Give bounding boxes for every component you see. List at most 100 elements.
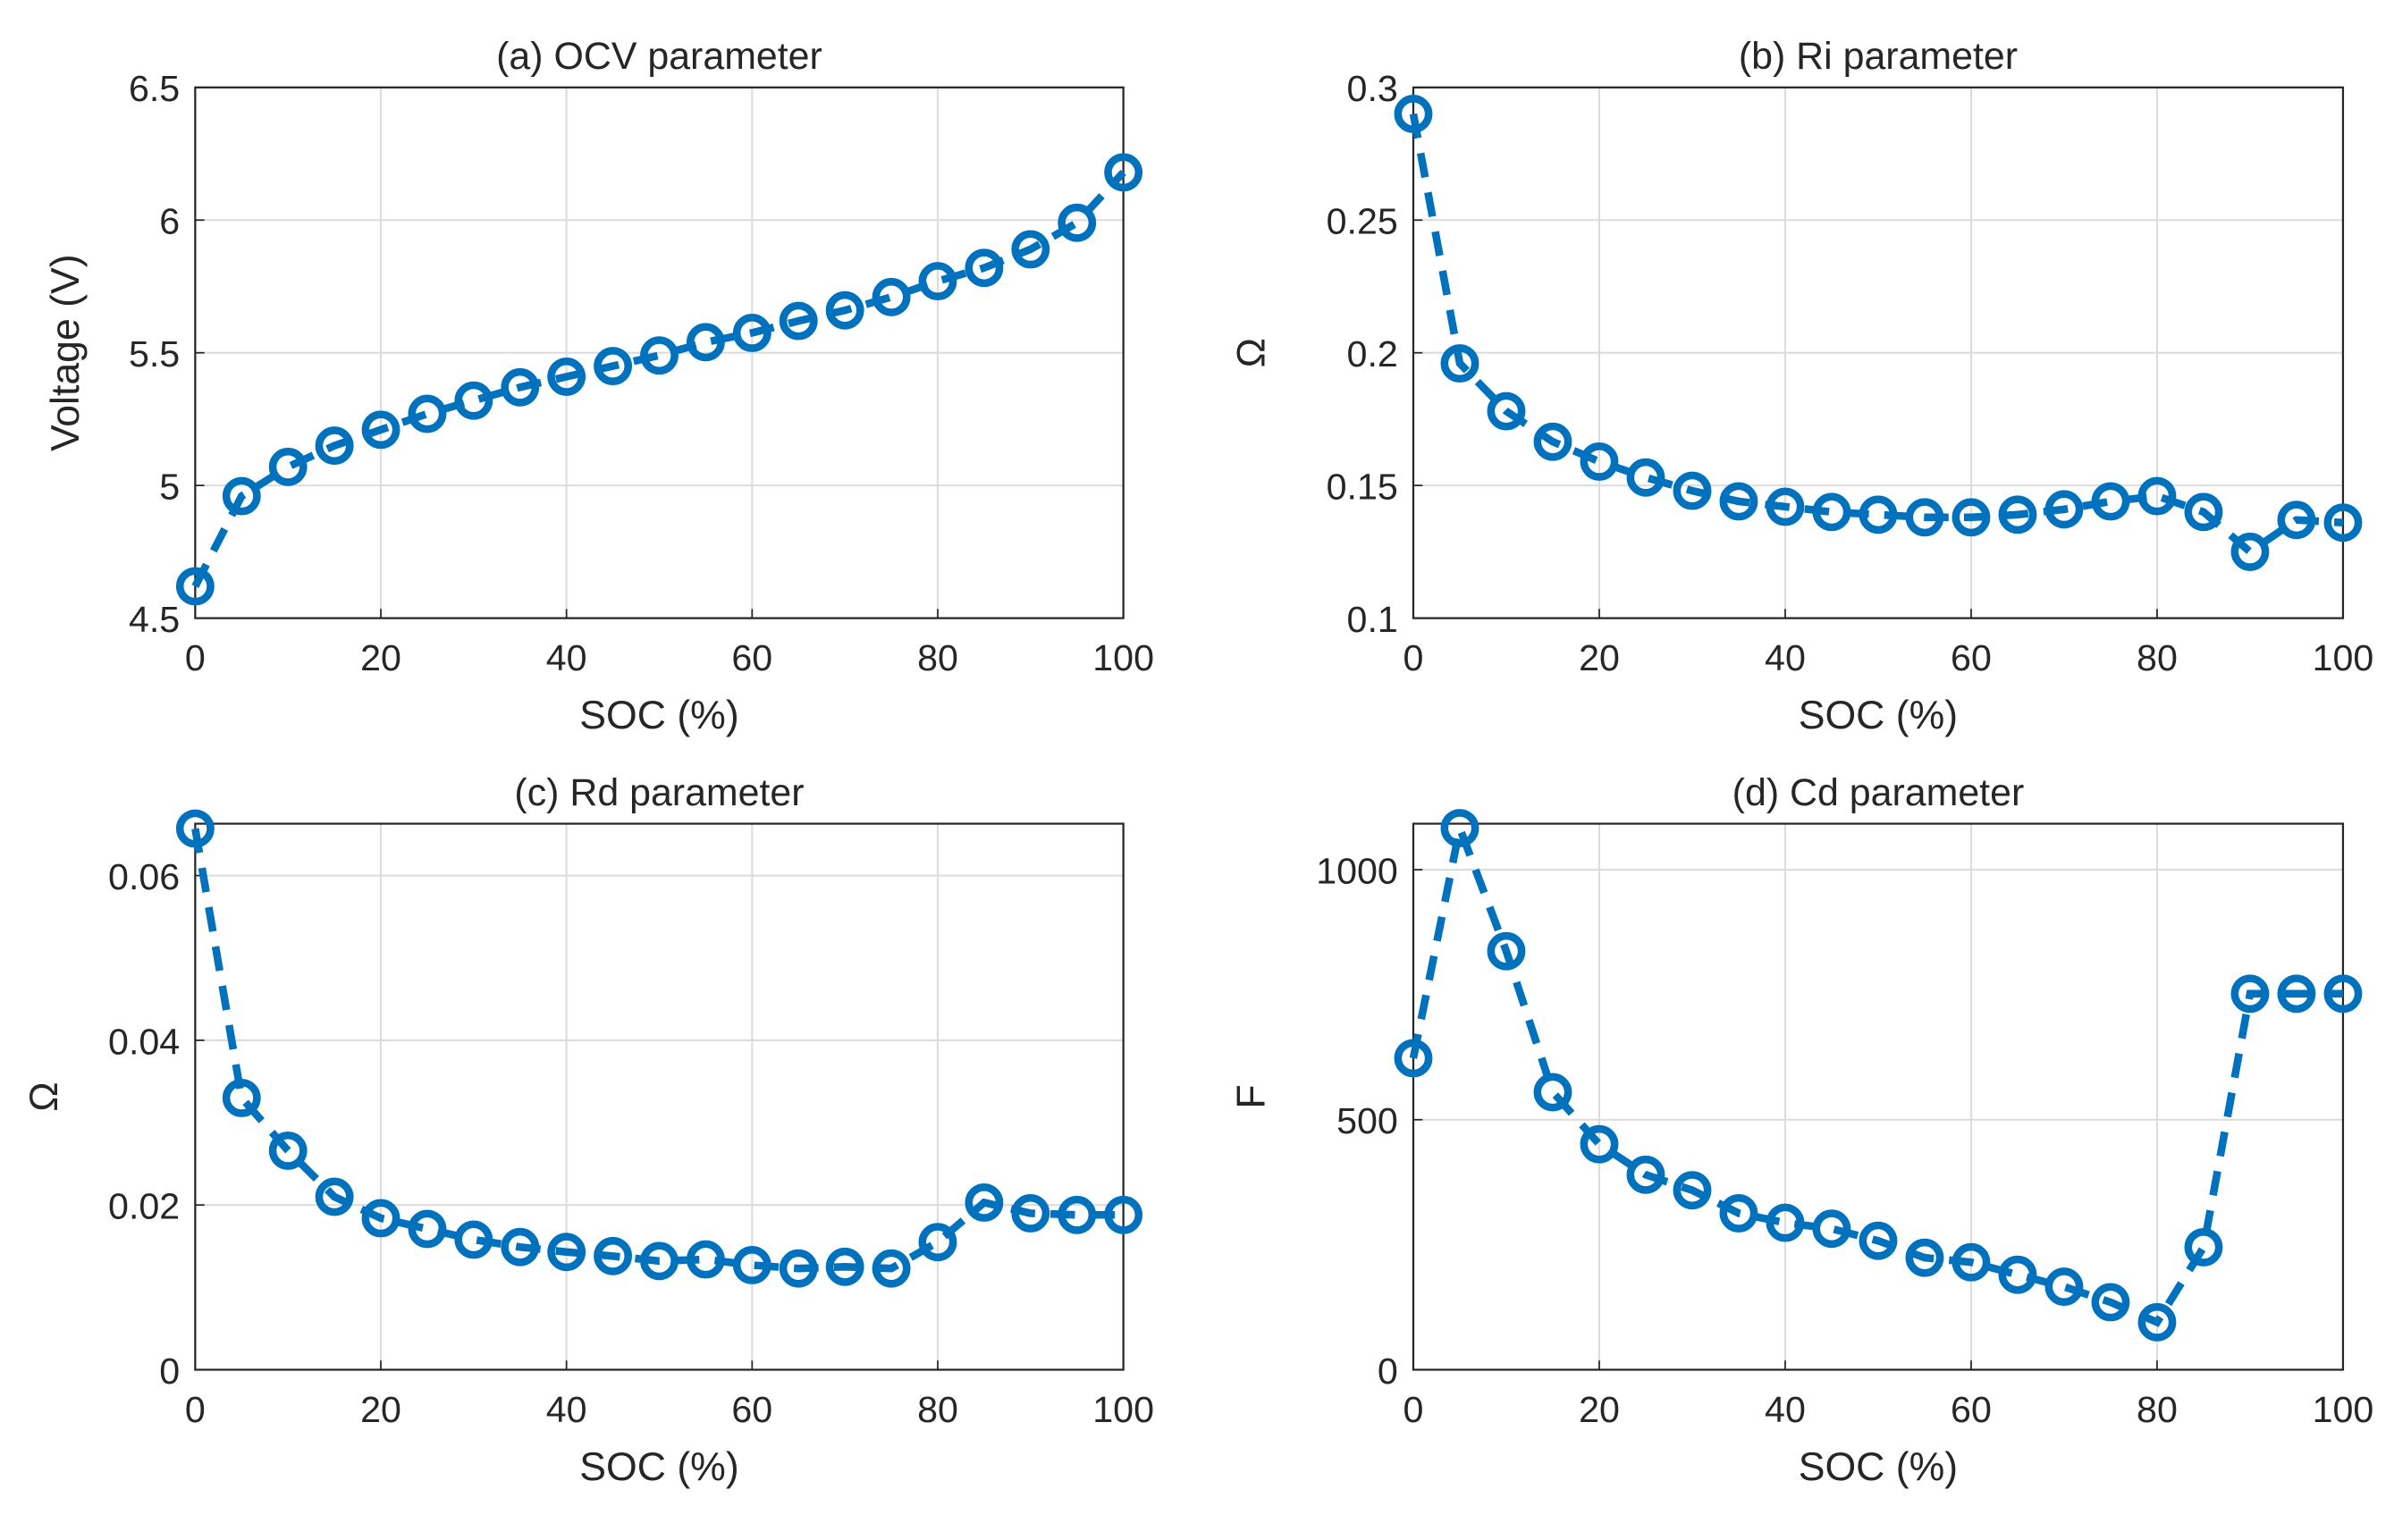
x-tick-label: 40 xyxy=(546,637,587,678)
data-point xyxy=(175,567,215,606)
chart-title: (b) Ri parameter xyxy=(1739,35,2018,78)
data-point xyxy=(2044,490,2084,529)
x-tick-label: 100 xyxy=(1092,637,1154,678)
data-point xyxy=(315,1177,354,1216)
data-point xyxy=(2277,974,2316,1014)
y-tick-label: 0.02 xyxy=(108,1186,180,1227)
x-axis-label: SOC (%) xyxy=(1799,1445,1958,1489)
data-point xyxy=(1812,492,1851,532)
data-point xyxy=(1533,1073,1572,1112)
x-tick-label: 0 xyxy=(1404,637,1424,678)
data-point xyxy=(454,1220,493,1259)
data-point xyxy=(1487,931,1526,971)
y-tick-label: 0.2 xyxy=(1347,333,1398,374)
data-point xyxy=(965,1182,1004,1222)
data-point xyxy=(315,426,354,466)
x-tick-label: 0 xyxy=(185,1389,206,1430)
x-tick-label: 60 xyxy=(1951,637,1992,678)
x-axis-label: SOC (%) xyxy=(579,694,738,737)
data-point xyxy=(1394,1039,1433,1078)
y-tick-label: 0.06 xyxy=(108,856,180,897)
data-point xyxy=(1859,495,1898,534)
chart-title: (d) Cd parameter xyxy=(1732,771,2025,814)
data-point xyxy=(1533,422,1572,461)
y-tick-label: 0.25 xyxy=(1327,201,1398,242)
data-point xyxy=(1058,1195,1097,1234)
data-point xyxy=(2137,1302,2177,1342)
data-point xyxy=(2091,1283,2130,1322)
data-point xyxy=(1104,1195,1143,1234)
data-point xyxy=(1673,1171,1712,1210)
data-point xyxy=(1998,1255,2037,1294)
axes-box xyxy=(1412,86,2345,619)
data-point xyxy=(825,290,864,330)
axes-box xyxy=(194,822,1125,1371)
data-point xyxy=(918,262,957,301)
data-point xyxy=(1859,1221,1898,1260)
data-point xyxy=(1011,230,1050,269)
x-tick-label: 80 xyxy=(2137,1389,2178,1430)
data-point xyxy=(1951,498,1991,537)
x-tick-label: 20 xyxy=(360,1389,401,1430)
data-point xyxy=(1766,1203,1805,1242)
y-tick-label: 0 xyxy=(1378,1351,1398,1392)
chart-title: (a) OCV parameter xyxy=(496,35,822,78)
data-point xyxy=(175,809,215,848)
data-point xyxy=(594,1236,633,1275)
subplot-b: 0 20 40 60 80 100 0.1 0.15 0.2 0.25 0.3 (b) Ri para… xyxy=(1230,35,2374,737)
data-point xyxy=(825,1247,864,1286)
y-tick-label: 0.3 xyxy=(1347,68,1398,109)
data-point xyxy=(222,476,261,516)
data-point xyxy=(640,1241,679,1281)
x-tick-label: 40 xyxy=(1765,1389,1806,1430)
subplot-c: 0 20 40 60 80 100 0 0.02 0.04 0.06 (c) Rd paramete… xyxy=(22,771,1154,1489)
x-tick-label: 100 xyxy=(1092,1389,1154,1430)
data-point xyxy=(2323,503,2363,543)
data-point xyxy=(1626,1155,1665,1194)
x-tick-label: 80 xyxy=(917,1389,958,1430)
y-tick-label: 0.15 xyxy=(1327,467,1398,508)
axes-box xyxy=(194,86,1125,619)
data-point xyxy=(2230,974,2270,1014)
y-tick-label: 0.1 xyxy=(1347,599,1398,640)
data-point xyxy=(2091,482,2130,521)
x-tick-label: 60 xyxy=(731,1389,772,1430)
data-point xyxy=(1440,344,1479,383)
data-point xyxy=(1951,1242,1991,1282)
data-point xyxy=(408,1209,447,1249)
data-point xyxy=(965,248,1004,288)
x-tick-label: 80 xyxy=(2137,637,2178,678)
y-tick-label: 5 xyxy=(159,467,180,508)
y-tick-label: 5.5 xyxy=(129,333,180,374)
x-tick-label: 40 xyxy=(546,1389,587,1430)
data-point xyxy=(361,1199,400,1238)
y-tick-label: 6.5 xyxy=(129,68,180,109)
data-point xyxy=(2044,1267,2084,1307)
data-point xyxy=(918,1223,957,1262)
data-point xyxy=(268,1131,308,1170)
data-point xyxy=(1905,1238,1944,1277)
data-point xyxy=(1011,1193,1050,1233)
x-tick-label: 60 xyxy=(1951,1389,1992,1430)
x-tick-label: 0 xyxy=(1404,1389,1424,1430)
data-point xyxy=(779,1249,818,1288)
x-tick-label: 0 xyxy=(185,637,206,678)
x-axis-label: SOC (%) xyxy=(579,1445,738,1489)
x-tick-label: 100 xyxy=(2313,637,2374,678)
data-point xyxy=(1719,482,1758,521)
y-tick-label: 0.04 xyxy=(108,1021,180,1062)
axes-box xyxy=(1412,822,2345,1371)
data-point xyxy=(1626,458,1665,497)
data-point xyxy=(686,1240,725,1279)
y-tick-label: 6 xyxy=(159,201,180,242)
data-point xyxy=(408,394,447,433)
data-point xyxy=(1719,1193,1758,1233)
data-point xyxy=(2184,1227,2223,1267)
data-point xyxy=(1580,1124,1619,1164)
data-point xyxy=(222,1078,261,1117)
data-point xyxy=(1440,809,1479,848)
y-axis-label: Ω xyxy=(1230,338,1274,367)
y-axis-label: Voltage (V) xyxy=(44,254,88,451)
data-point xyxy=(547,357,586,396)
